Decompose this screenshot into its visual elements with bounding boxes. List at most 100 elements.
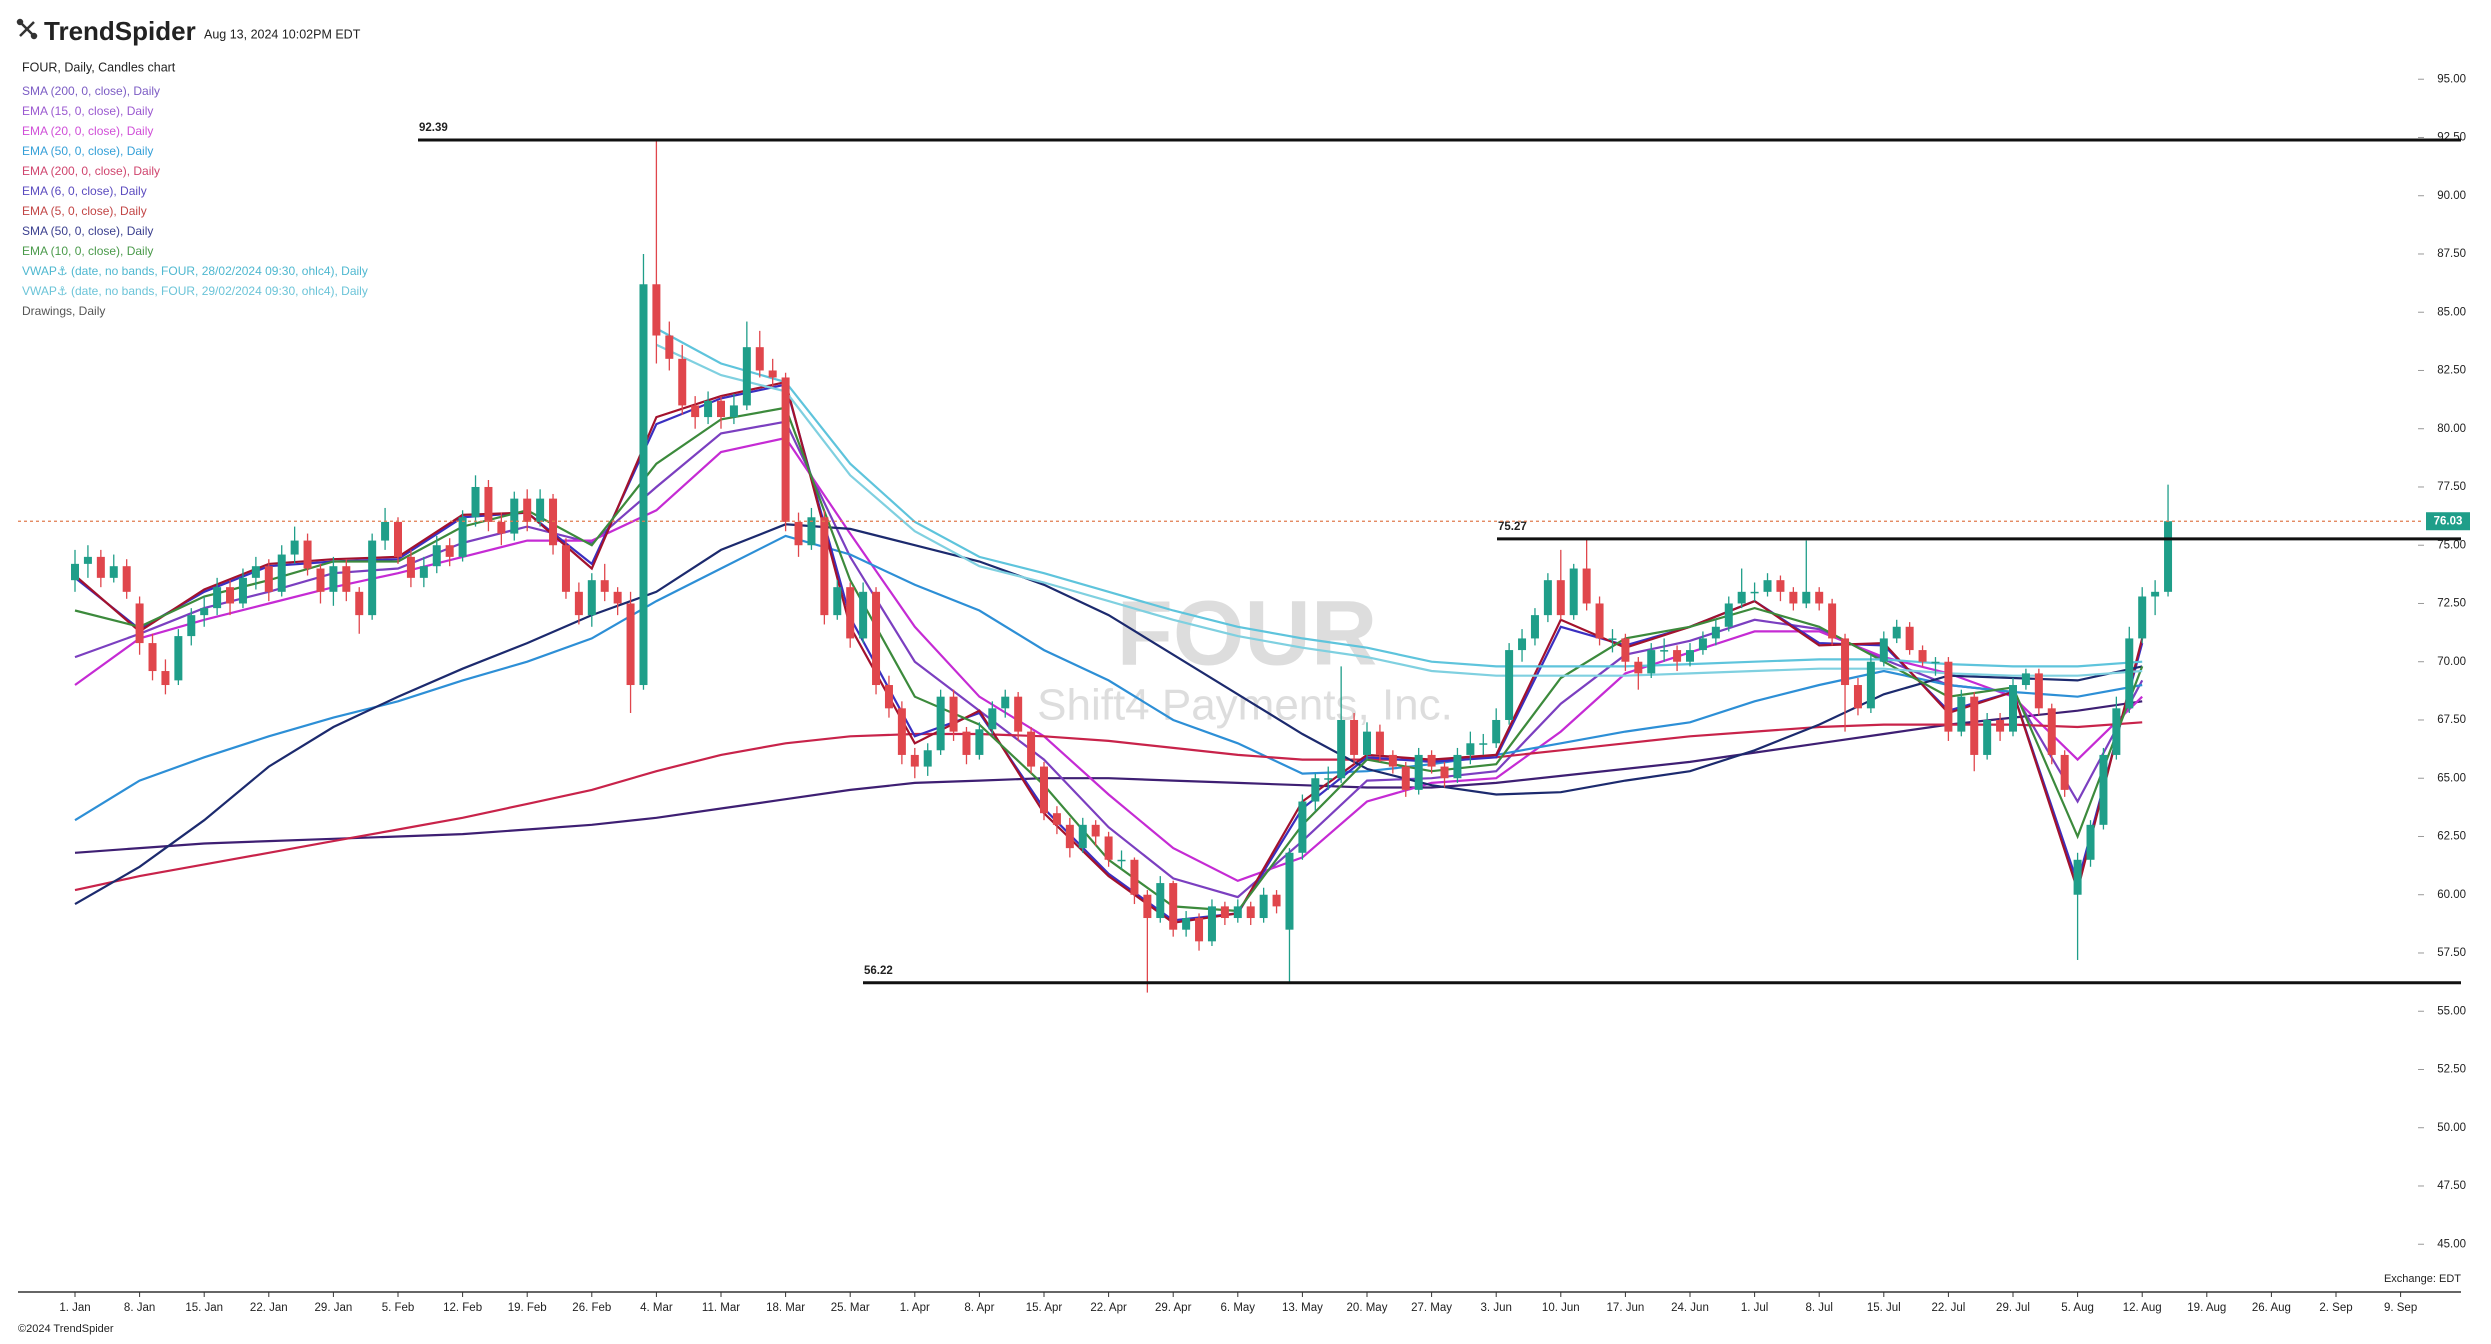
candle-body — [872, 591, 881, 686]
candle-body — [1853, 685, 1862, 709]
x-tick-label: 29. Jul — [1996, 1302, 2030, 1314]
candle-body — [1918, 650, 1927, 662]
x-tick-label: 29. Jan — [315, 1302, 353, 1314]
candle-body — [2034, 673, 2043, 709]
candle-body — [613, 591, 622, 604]
x-tick-label: 12. Feb — [443, 1302, 482, 1314]
candle-body — [1802, 591, 1811, 604]
candle-body — [897, 708, 906, 755]
legend-entry: SMA (200, 0, close), Daily — [22, 84, 160, 98]
candle-body — [1686, 650, 1694, 662]
candle-body — [1233, 906, 1242, 919]
candle-body — [2009, 685, 2017, 732]
exchange: Exchange: EDT — [2384, 1273, 2461, 1285]
x-tick-label: 9. Sep — [2384, 1302, 2417, 1314]
candle-body — [549, 498, 558, 546]
x-tick-label: 18. Mar — [766, 1302, 805, 1314]
indicator-line — [74, 700, 2143, 854]
indicator-line — [74, 534, 2143, 822]
y-tick-label: 72.50 — [2437, 598, 2466, 610]
candle-body — [587, 580, 596, 616]
candle-body — [1401, 766, 1410, 790]
candle-body — [226, 587, 235, 604]
x-tick-label: 20. May — [1347, 1302, 1388, 1314]
indicator-line — [655, 343, 2143, 677]
candle-body — [381, 521, 390, 541]
x-tick-label: 5. Feb — [382, 1302, 415, 1314]
candle-body — [484, 486, 493, 522]
candle-body — [820, 517, 829, 616]
x-tick-label: 15. Jul — [1867, 1302, 1901, 1314]
candle-body — [419, 566, 428, 578]
candle-body — [2138, 596, 2147, 639]
candle-body — [1272, 894, 1281, 907]
candle-body — [1363, 731, 1371, 755]
y-tick-label: 95.00 — [2437, 73, 2466, 85]
candle-body — [471, 486, 480, 518]
candle-body — [277, 554, 286, 592]
candle-body — [1518, 638, 1527, 651]
candle-body — [536, 498, 545, 522]
y-tick-label: 52.50 — [2437, 1064, 2466, 1076]
candle-body — [626, 603, 635, 686]
candle-body — [717, 400, 725, 418]
candle-body — [1440, 766, 1449, 779]
candle-body — [2021, 673, 2030, 686]
candle-body — [1182, 918, 1191, 930]
legend-entry: EMA (200, 0, close), Daily — [22, 164, 160, 178]
y-tick-label: 75.00 — [2437, 539, 2466, 551]
x-tick-label: 19. Aug — [2187, 1302, 2226, 1314]
candle-body — [1207, 906, 1216, 942]
x-tick-label: 22. Apr — [1090, 1302, 1127, 1314]
candle-body — [859, 591, 868, 639]
candle-body — [1027, 731, 1036, 767]
watermark-subtitle: Shift4 Payments, Inc. — [1037, 681, 1453, 730]
candle-body — [1763, 580, 1772, 592]
x-tick-label: 26. Feb — [572, 1302, 611, 1314]
x-tick-label: 2. Sep — [2319, 1302, 2352, 1314]
candle-body — [833, 587, 842, 616]
legend-entry: EMA (50, 0, close), Daily — [22, 144, 153, 158]
candle-body — [2086, 824, 2095, 860]
candle-body — [1014, 696, 1023, 732]
candle-body — [1737, 591, 1746, 604]
candle-body — [264, 566, 273, 592]
y-tick-label: 65.00 — [2437, 772, 2466, 784]
x-tick-label: 11. Mar — [702, 1302, 740, 1314]
candle-body — [1388, 754, 1397, 767]
candle-body — [135, 603, 144, 644]
logo-icon — [16, 18, 38, 40]
candle-body — [794, 521, 803, 546]
legend-entry: SMA (50, 0, close), Daily — [22, 224, 153, 238]
candle-body — [1052, 813, 1061, 825]
candle-body — [1324, 778, 1333, 780]
candle-body — [936, 696, 945, 751]
candle-body — [1350, 719, 1359, 755]
indicator-line — [655, 327, 2143, 668]
legend-entry: VWAP⚓ (date, no bands, FOUR, 28/02/2024 … — [22, 264, 368, 278]
candle-body — [962, 731, 971, 755]
candle-body — [1634, 661, 1643, 674]
candle-body — [1776, 580, 1785, 592]
candle-body — [1492, 719, 1501, 744]
candle-body — [355, 591, 364, 616]
candle-body — [1660, 650, 1669, 652]
candle-body — [200, 608, 209, 616]
candle-body — [432, 545, 441, 567]
candle-body — [988, 708, 997, 730]
candle-body — [1117, 859, 1126, 862]
x-tick-label: 6. May — [1221, 1302, 1256, 1314]
candle-body — [561, 545, 570, 592]
candle-body — [1040, 766, 1048, 814]
candle-body — [846, 587, 855, 639]
x-tick-label: 10. Jun — [1542, 1302, 1580, 1314]
candle-body — [96, 556, 105, 578]
x-tick-label: 29. Apr — [1155, 1302, 1192, 1314]
candle-body — [1931, 661, 1940, 664]
legend-entry: EMA (15, 0, close), Daily — [22, 104, 153, 118]
candle-body — [523, 498, 532, 522]
candle-body — [678, 358, 687, 406]
candle-body — [600, 580, 609, 592]
timestamp: Aug 13, 2024 10:02PM EDT — [204, 27, 361, 41]
